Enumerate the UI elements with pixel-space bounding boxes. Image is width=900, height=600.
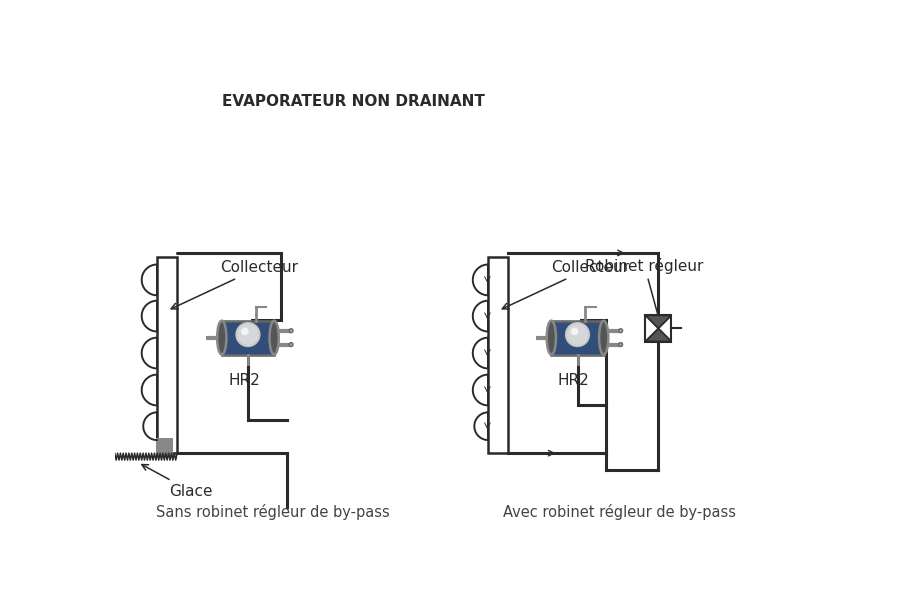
Ellipse shape <box>599 321 608 355</box>
Text: Glace: Glace <box>142 464 212 499</box>
Ellipse shape <box>217 321 227 355</box>
Ellipse shape <box>269 321 279 355</box>
Bar <box>156 438 173 457</box>
Ellipse shape <box>546 321 556 355</box>
Text: Robinet régleur: Robinet régleur <box>585 257 704 320</box>
Bar <box>221 321 274 355</box>
Text: EVAPORATEUR NON DRAINANT: EVAPORATEUR NON DRAINANT <box>222 94 485 109</box>
Circle shape <box>566 323 590 346</box>
Text: Collecteur: Collecteur <box>502 260 629 309</box>
Text: HR2: HR2 <box>229 373 260 388</box>
Circle shape <box>571 328 579 335</box>
Polygon shape <box>645 328 671 341</box>
Text: Avec robinet régleur de by-pass: Avec robinet régleur de by-pass <box>502 505 735 520</box>
Bar <box>645 316 671 341</box>
Text: Collecteur: Collecteur <box>171 260 298 309</box>
Circle shape <box>241 328 248 335</box>
Circle shape <box>289 343 293 347</box>
Text: HR2: HR2 <box>558 373 590 388</box>
Bar <box>158 257 177 453</box>
Circle shape <box>618 343 623 347</box>
Circle shape <box>289 329 293 332</box>
Circle shape <box>618 329 623 332</box>
Text: Sans robinet régleur de by-pass: Sans robinet régleur de by-pass <box>156 505 390 520</box>
Polygon shape <box>645 316 671 328</box>
Circle shape <box>237 323 259 346</box>
Bar <box>488 257 508 453</box>
Bar <box>552 321 604 355</box>
